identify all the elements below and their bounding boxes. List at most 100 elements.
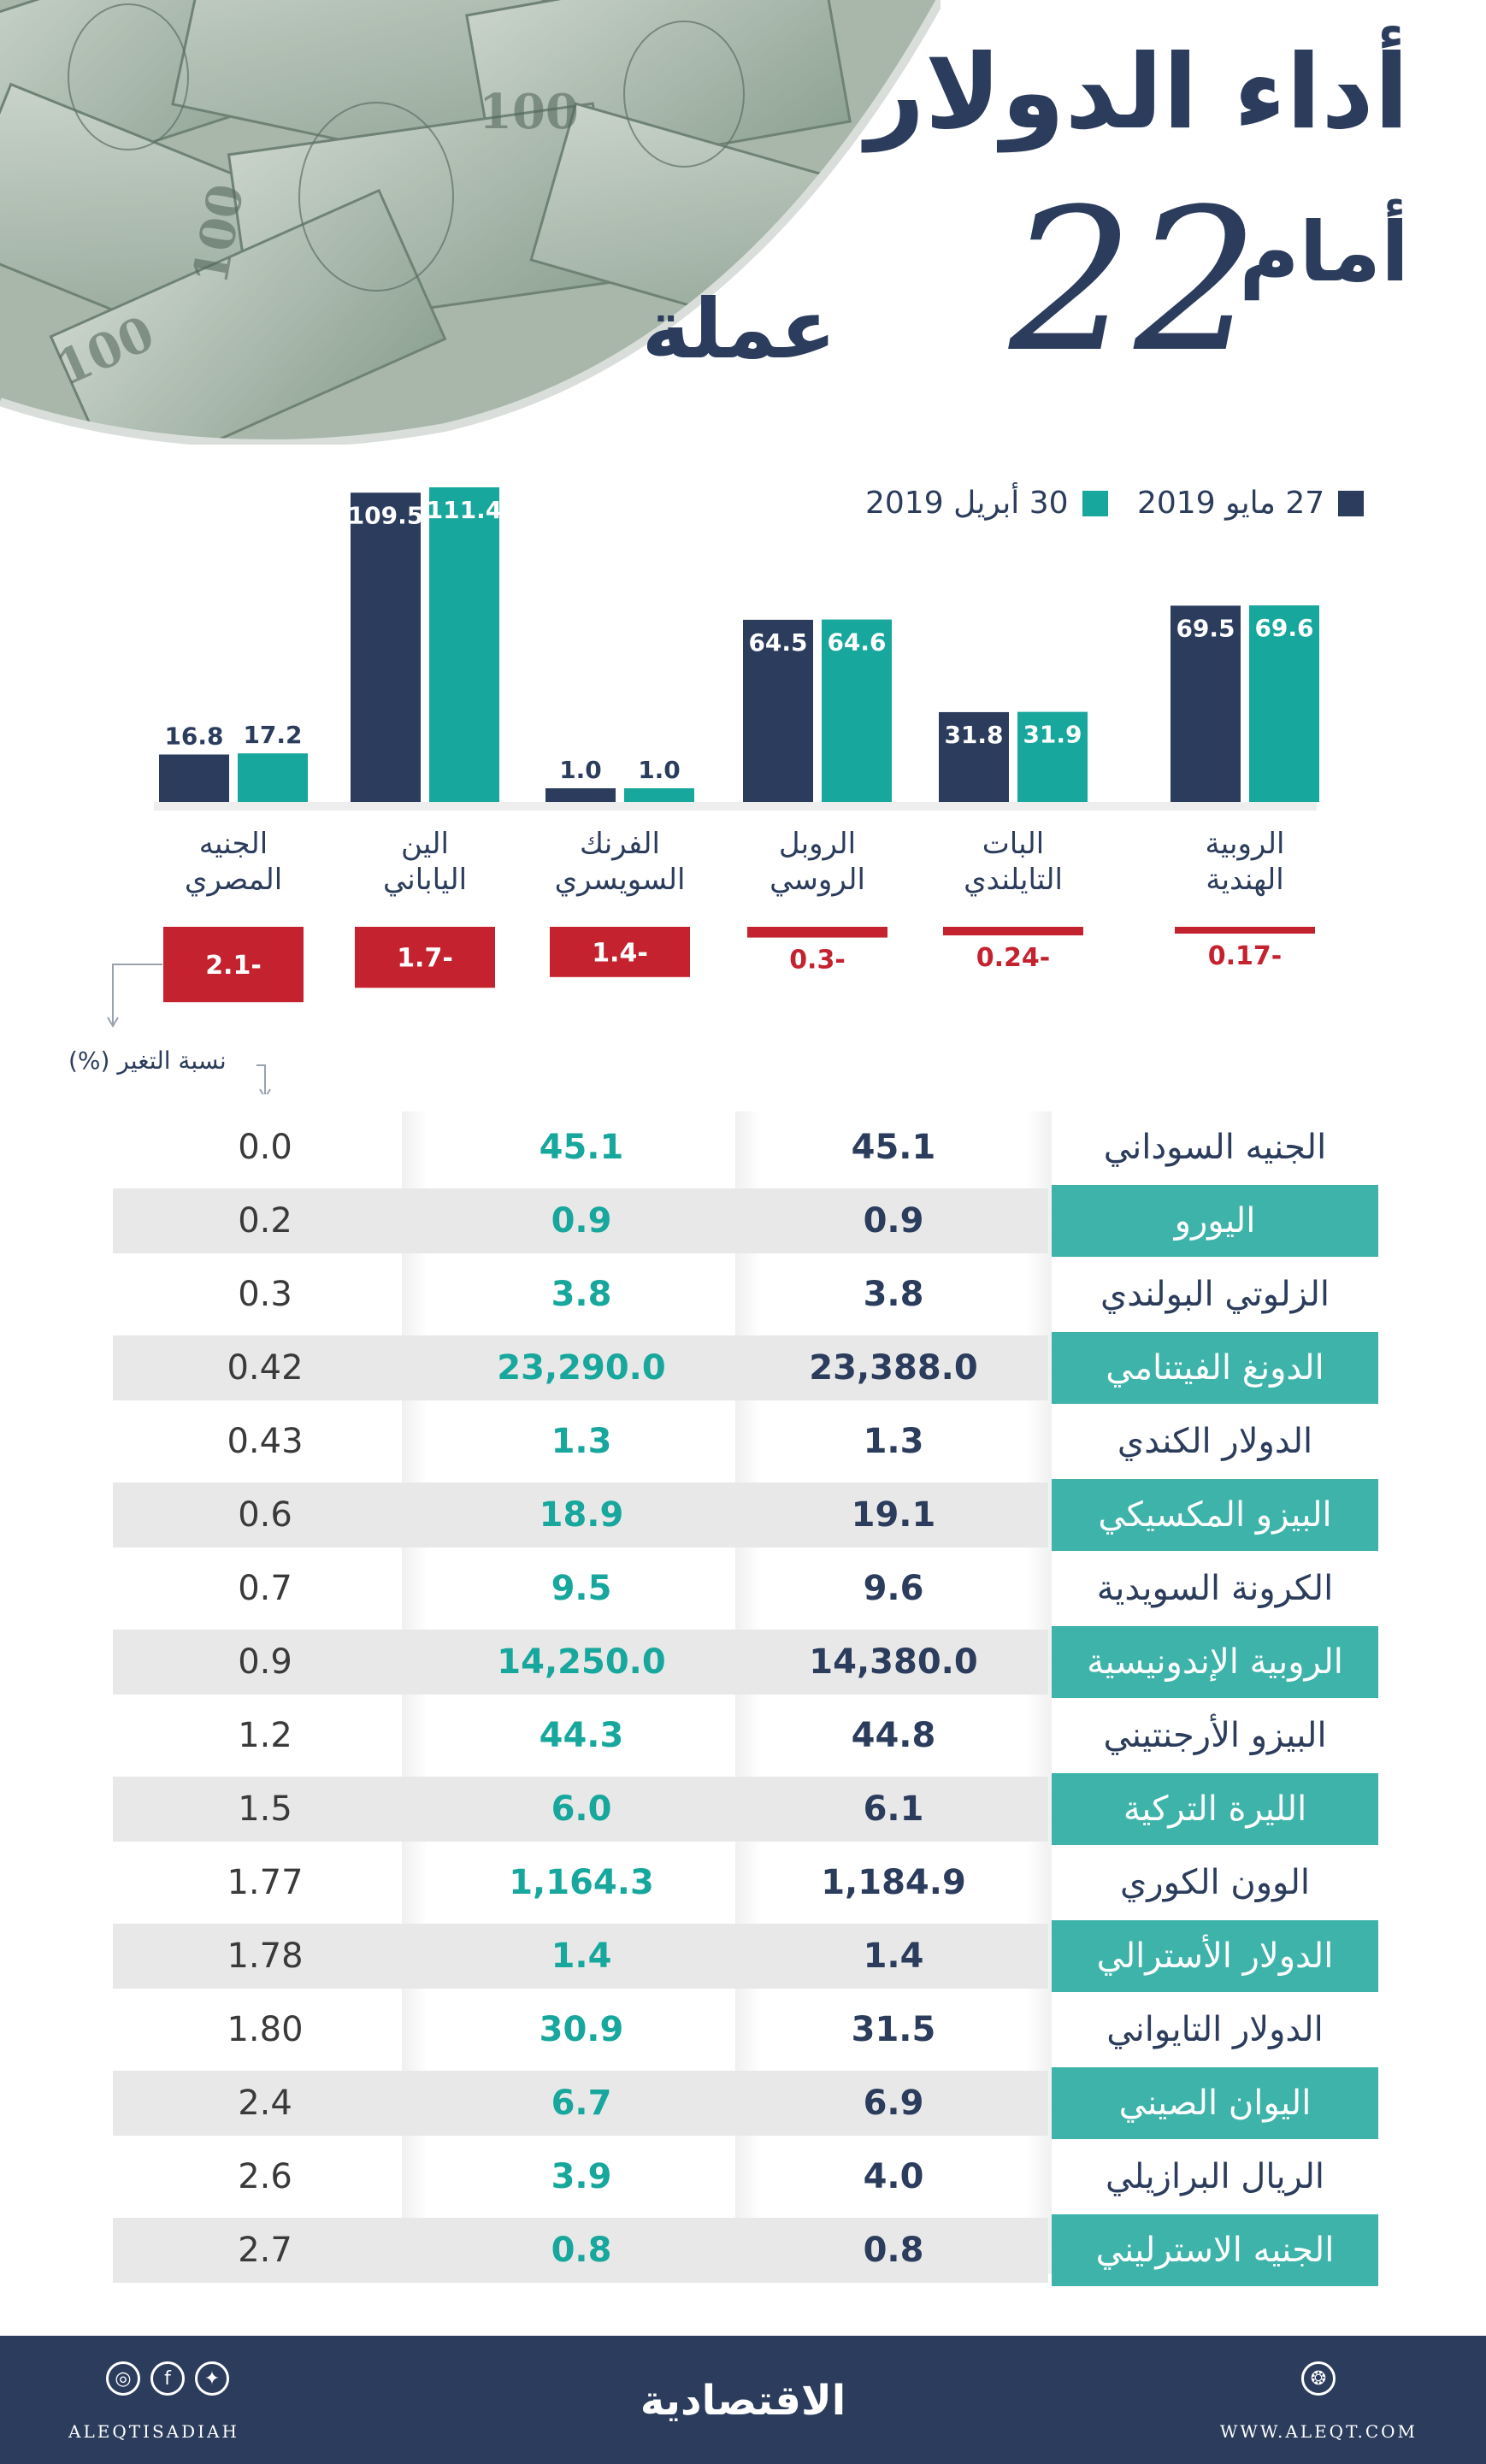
bar-label-april: 111.4	[427, 496, 503, 524]
category-label: المصري	[185, 863, 282, 897]
table-row: الريال البرازيلي 4.0 3.9 2.6	[0, 2141, 1486, 2213]
title-preposition: أمام	[1239, 204, 1409, 300]
value-may: 9.6	[863, 1569, 924, 1608]
bar-april	[1249, 605, 1319, 802]
value-may: 4.0	[863, 2157, 924, 2196]
value-april: 45.1	[539, 1128, 624, 1167]
category-label: البات	[982, 827, 1044, 861]
category-label: السويسري	[555, 863, 686, 897]
connector-arrow	[259, 1088, 271, 1094]
change-bar	[355, 927, 495, 988]
bar-label-april: 17.2	[243, 721, 302, 749]
category-label: الروبية	[1206, 827, 1285, 861]
aleqt-logo-icon: ❂	[1301, 2361, 1336, 2396]
legend-item-may: 27 مايو 2019	[1137, 486, 1365, 521]
bar-april	[1017, 711, 1088, 802]
table-row: الجنيه السوداني 45.1 45.1 0.0	[0, 1111, 1486, 1183]
change-percent: 0.2	[238, 1201, 292, 1241]
table-row: الدولار الأسترالي 1.4 1.4 1.78	[0, 1920, 1486, 1992]
bar-label-april: 1.0	[638, 756, 681, 784]
value-april: 6.7	[551, 2084, 612, 2123]
bar-may	[743, 619, 813, 802]
value-april: 44.3	[539, 1716, 624, 1755]
facebook-icon[interactable]: f	[150, 2361, 185, 2396]
currency-name: الكرونة السويدية	[1096, 1569, 1334, 1608]
row-band	[113, 1483, 1048, 1547]
change-percent: 0.9	[238, 1642, 292, 1682]
currency-name: الليرة التركية	[1052, 1773, 1378, 1845]
table-row: الجنيه الاسترليني 0.8 0.8 2.7	[0, 2214, 1486, 2286]
dollar-bills-illustration: 100 100 100	[0, 0, 941, 445]
table-row: اليوان الصيني 6.9 6.7 2.4	[0, 2067, 1486, 2139]
bar-label-may: 31.8	[944, 721, 1003, 749]
currency-name: الدولار الكندي	[1117, 1422, 1313, 1461]
table-row: الزلوتي البولندي 3.8 3.8 0.3	[0, 1259, 1486, 1330]
table-row: الكرونة السويدية 9.6 9.5 0.7	[0, 1553, 1486, 1624]
bar-may	[939, 711, 1009, 802]
connector-arrow	[107, 1017, 119, 1028]
social-handle[interactable]: ALEQTISADIAH	[68, 2421, 239, 2442]
bar-may	[545, 788, 616, 802]
currency-name: الجنيه الاسترليني	[1052, 2214, 1378, 2286]
value-may: 44.8	[851, 1716, 936, 1755]
bar-april	[624, 788, 694, 802]
bar-label-april: 69.6	[1254, 614, 1313, 642]
change-percent: 1.78	[227, 1936, 304, 1976]
change-percent: 1.77	[227, 1863, 304, 1902]
value-may: 45.1	[851, 1128, 936, 1167]
bar-may	[351, 492, 421, 802]
change-label: 0.17-	[1208, 941, 1282, 971]
row-band	[113, 1924, 1048, 1989]
value-april: 1,164.3	[509, 1863, 654, 1902]
category-label: الياباني	[383, 863, 467, 897]
value-april: 23,290.0	[497, 1348, 666, 1388]
bar-label-april: 64.6	[827, 628, 886, 657]
instagram-icon[interactable]: ◎	[106, 2361, 140, 2396]
category-label: التايلندي	[964, 863, 1063, 897]
change-bar	[1175, 927, 1315, 934]
table-row: الدولار الكندي 1.3 1.3 0.43	[0, 1406, 1486, 1477]
row-band	[113, 1630, 1048, 1695]
title-number: 22	[1009, 168, 1259, 396]
row-band	[113, 2071, 1048, 2136]
chart-baseline	[154, 802, 1317, 811]
bar-label-april: 31.9	[1023, 721, 1082, 749]
change-percent: 2.6	[238, 2157, 292, 2196]
change-percent: 0.43	[227, 1422, 304, 1461]
value-april: 9.5	[551, 1569, 612, 1608]
brand-logo: الاقتصادية	[640, 2377, 846, 2425]
change-bar	[943, 927, 1083, 936]
currency-name: اليورو	[1052, 1185, 1378, 1257]
change-label: 2.1-	[205, 951, 262, 981]
table-row: الوون الكوري 1,184.9 1,164.3 1.77	[0, 1847, 1486, 1919]
footer-bar: ◎ f ✦ ❂ الاقتصادية WWW.ALEQT.COM ALEQTIS…	[0, 2336, 1486, 2464]
twitter-icon[interactable]: ✦	[195, 2361, 229, 2396]
category-label: الين	[401, 827, 449, 861]
row-band	[113, 2218, 1048, 2283]
website-link[interactable]: WWW.ALEQT.COM	[1219, 2421, 1418, 2442]
currency-name: الدولار التايواني	[1106, 2010, 1324, 2049]
category-label: الفرنك	[580, 827, 660, 861]
bar-april	[238, 753, 308, 802]
change-label: 1.4-	[592, 938, 648, 968]
value-april: 1.3	[551, 1422, 612, 1461]
table-row: الروبية الإندونيسية 14,380.0 14,250.0 0.9	[0, 1626, 1486, 1698]
currency-name: الجنيه السوداني	[1103, 1128, 1327, 1167]
table-row: الدولار التايواني 31.5 30.9 1.80	[0, 1994, 1486, 2066]
change-label: 0.24-	[976, 943, 1050, 973]
value-may: 6.1	[863, 1789, 924, 1829]
bar-label-may: 69.5	[1176, 614, 1235, 642]
change-bar	[747, 927, 887, 938]
value-april: 18.9	[539, 1495, 624, 1535]
change-percent: 1.5	[238, 1789, 292, 1829]
bar-label-may: 16.8	[164, 722, 223, 751]
value-april: 6.0	[551, 1789, 612, 1829]
currency-name: الروبية الإندونيسية	[1052, 1626, 1378, 1698]
change-percent: 2.4	[238, 2084, 292, 2123]
change-label: 0.3-	[789, 946, 846, 976]
bar-april	[429, 487, 499, 802]
value-may: 1,184.9	[821, 1863, 966, 1902]
currency-name: الدولار الأسترالي	[1052, 1920, 1378, 1992]
value-april: 0.8	[551, 2231, 612, 2270]
legend-swatch-teal	[1082, 490, 1108, 516]
